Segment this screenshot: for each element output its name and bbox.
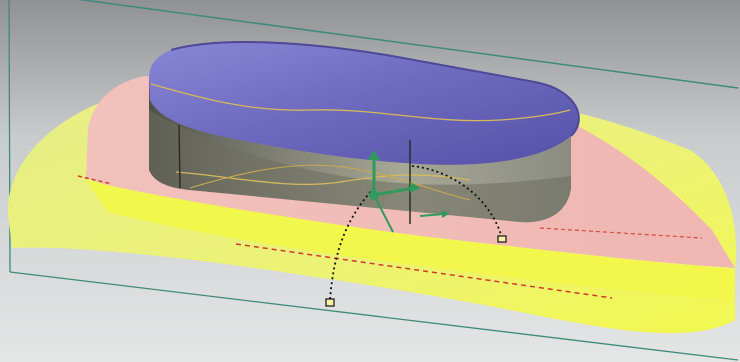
rotation-handle-icon[interactable] bbox=[497, 235, 507, 243]
body-side-shadow bbox=[149, 110, 571, 223]
spline-curve-lower bbox=[175, 171, 471, 186]
edge-line-vertical-left bbox=[178, 124, 181, 189]
drag-arc-dotted bbox=[329, 187, 375, 301]
move-gizmo-icon[interactable] bbox=[368, 150, 449, 233]
red-dashed-axis-right bbox=[539, 227, 703, 239]
work-plane-frame bbox=[77, 0, 739, 89]
spline-curve-upper bbox=[150, 83, 571, 122]
top-face-rim bbox=[170, 41, 580, 137]
spline-curve-cross bbox=[189, 164, 471, 201]
red-dashed-axis-bottom bbox=[235, 243, 613, 299]
red-dashed-axis-left bbox=[77, 175, 113, 185]
arc-handle-icon[interactable] bbox=[325, 298, 335, 307]
yellow-lower-band bbox=[86, 180, 735, 300]
extruded-body-top bbox=[149, 42, 579, 165]
work-plane-frame-bottom bbox=[9, 271, 739, 361]
